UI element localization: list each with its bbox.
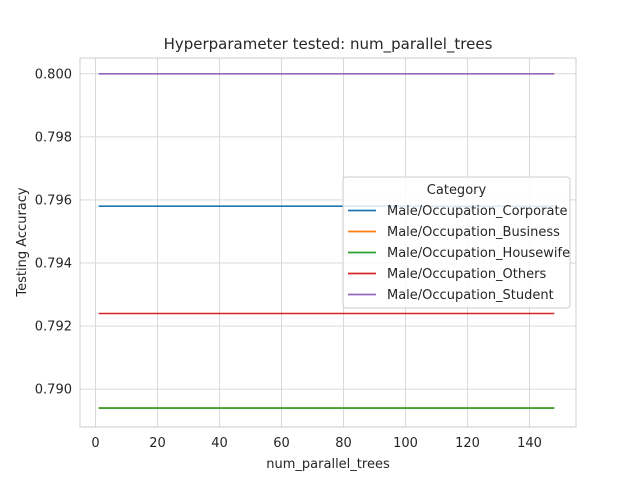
y-tick-label: 0.790	[35, 383, 72, 398]
y-tick-label: 0.800	[35, 67, 72, 82]
x-axis-title: num_parallel_trees	[266, 457, 390, 472]
legend-label: Male/Occupation_Corporate	[387, 204, 568, 219]
plot-frame	[79, 57, 577, 428]
y-axis-title: Testing Accuracy	[15, 187, 30, 297]
x-tick-label: 60	[273, 436, 290, 451]
legend-label: Male/Occupation_Others	[387, 267, 546, 282]
x-tick-label: 20	[149, 436, 166, 451]
x-tick-label: 120	[455, 436, 480, 451]
series-lines	[98, 73, 555, 409]
axes: 0 20 40 60 80 100 120 140 0.790 0.792 0.794 0.796 0.…	[35, 67, 542, 451]
y-tick-label: 0.796	[35, 193, 72, 208]
x-tick-label: 0	[91, 436, 99, 451]
x-tick-label: 40	[211, 436, 228, 451]
y-tick-label: 0.792	[35, 320, 72, 335]
legend: Category Male/Occupation_Corporate Male/Oc…	[342, 176, 571, 309]
x-tick-label: 100	[393, 436, 418, 451]
legend-label: Male/Occupation_Student	[387, 288, 554, 303]
y-tick-label: 0.794	[35, 257, 72, 272]
legend-box	[342, 176, 571, 309]
legend-label: Male/Occupation_Housewife	[387, 246, 570, 261]
x-tick-label: 140	[517, 436, 542, 451]
chart-title: Hyperparameter tested: num_parallel_tree…	[164, 35, 493, 54]
legend-label: Male/Occupation_Business	[387, 225, 560, 240]
legend-title: Category	[427, 183, 487, 198]
x-tick-label: 80	[335, 436, 352, 451]
y-tick-label: 0.798	[35, 130, 72, 145]
